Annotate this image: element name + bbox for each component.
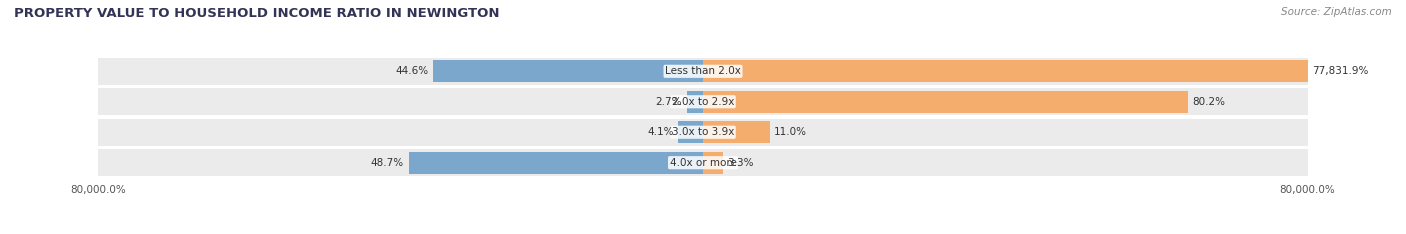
Text: 2.0x to 2.9x: 2.0x to 2.9x: [672, 97, 734, 107]
Bar: [703, 91, 1188, 113]
Bar: [98, 88, 1308, 115]
Text: 4.1%: 4.1%: [647, 127, 673, 137]
Bar: [703, 121, 769, 143]
Text: 2.7%: 2.7%: [655, 97, 682, 107]
Bar: [98, 58, 1308, 85]
Text: 3.0x to 3.9x: 3.0x to 3.9x: [672, 127, 734, 137]
Text: PROPERTY VALUE TO HOUSEHOLD INCOME RATIO IN NEWINGTON: PROPERTY VALUE TO HOUSEHOLD INCOME RATIO…: [14, 7, 499, 20]
Text: 48.7%: 48.7%: [371, 158, 404, 168]
Bar: [703, 60, 1308, 82]
Text: 77,831.9%: 77,831.9%: [1312, 66, 1368, 76]
Text: Less than 2.0x: Less than 2.0x: [665, 66, 741, 76]
Bar: [98, 149, 1308, 176]
Bar: [409, 152, 703, 174]
Bar: [433, 60, 703, 82]
Bar: [98, 119, 1308, 146]
Bar: [678, 121, 703, 143]
Text: Source: ZipAtlas.com: Source: ZipAtlas.com: [1281, 7, 1392, 17]
Bar: [686, 91, 703, 113]
Text: 80.2%: 80.2%: [1192, 97, 1226, 107]
Text: 11.0%: 11.0%: [775, 127, 807, 137]
Text: 4.0x or more: 4.0x or more: [669, 158, 737, 168]
Bar: [703, 152, 723, 174]
Text: 44.6%: 44.6%: [395, 66, 429, 76]
Text: 3.3%: 3.3%: [727, 158, 754, 168]
